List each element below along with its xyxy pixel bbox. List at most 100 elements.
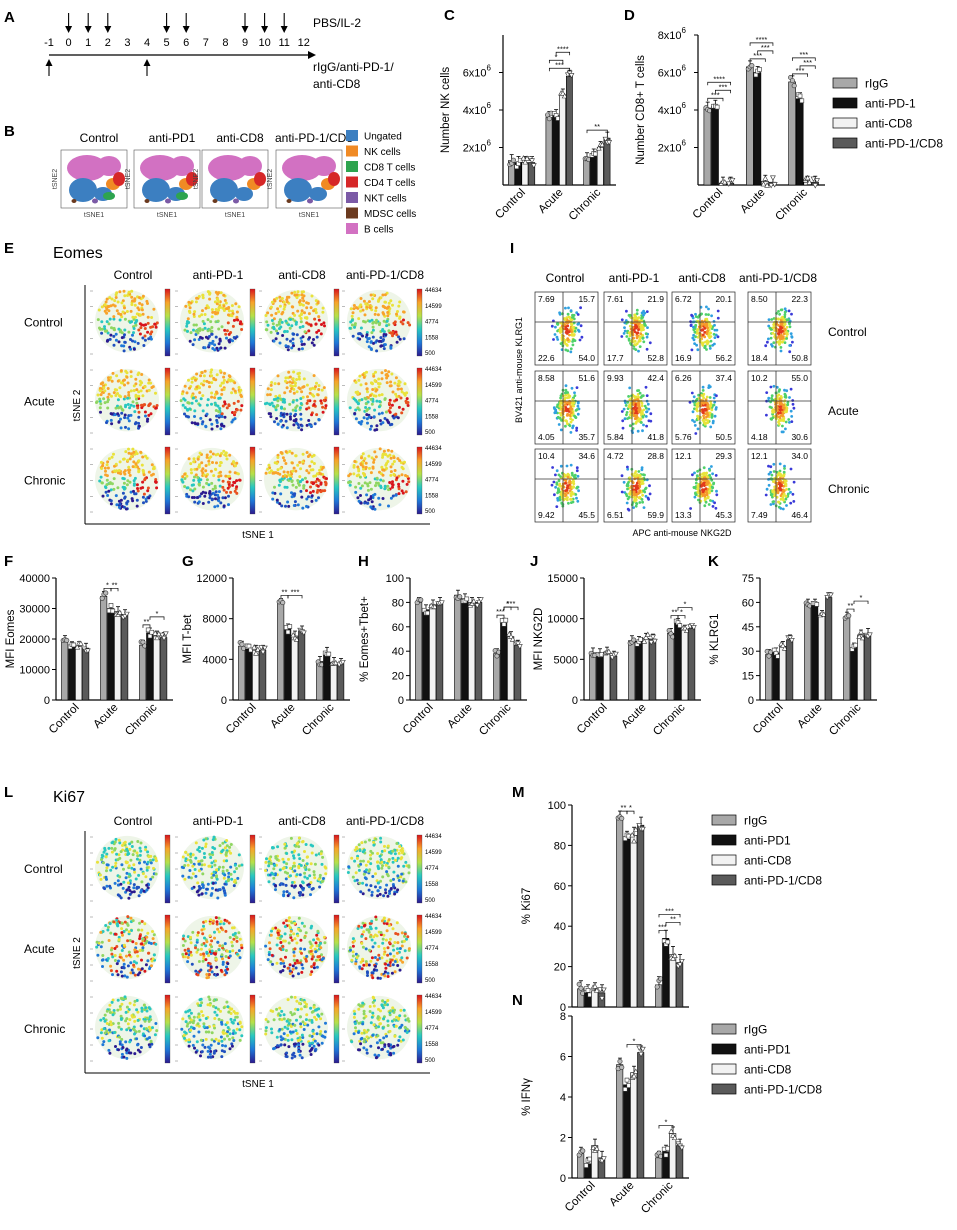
tsne-event-dot: [395, 395, 399, 399]
tsne-event-dot: [210, 851, 214, 854]
tsne-event-dot: [119, 850, 123, 854]
tsne-event-dot: [132, 868, 136, 871]
tsne-event-dot: [405, 391, 409, 395]
tsne-event-dot: [122, 349, 126, 353]
tsne-event-dot: [284, 955, 287, 959]
tsne-event-dot: [117, 1025, 121, 1029]
down-arrow-head-icon: [104, 26, 112, 33]
tsne-event-dot: [276, 404, 280, 408]
b-cell-cluster: [208, 155, 248, 181]
tsne-event-dot: [271, 872, 275, 876]
tsne-event-dot: [304, 931, 308, 935]
tsne-event-dot: [391, 944, 395, 948]
significance-stars: *: [860, 593, 863, 602]
tsne-event-dot: [284, 450, 288, 454]
tsne-event-dot: [368, 306, 372, 310]
tsne-event-dot: [389, 380, 393, 384]
tsne-event-dot: [293, 290, 297, 294]
tsne-event-dot: [103, 1013, 107, 1017]
tsne-event-dot: [301, 335, 305, 339]
tsne-event-dot: [139, 1046, 143, 1049]
tsne-event-dot: [109, 969, 113, 973]
chart-y-axis-label: MFI NKG2D: [533, 608, 545, 671]
tsne-event-dot: [320, 958, 324, 962]
bar-anti-pd-1: [146, 632, 154, 701]
tsne-event-dot: [210, 498, 214, 502]
tsne-event-dot: [110, 326, 113, 330]
tsne-event-dot: [315, 413, 319, 417]
tsne-event-dot: [129, 961, 133, 965]
cd4-t-cell-cluster: [254, 172, 266, 186]
tsne-event-dot: [138, 301, 142, 305]
tsne-event-dot: [118, 318, 122, 322]
tsne-event-dot: [197, 846, 201, 849]
tsne-event-dot: [119, 472, 123, 476]
tsne-event-dot: [230, 314, 234, 318]
timeline-day-label: 3: [124, 37, 130, 49]
tsne-event-dot: [314, 950, 318, 954]
tsne-event-dot: [293, 884, 297, 888]
tsne-event-dot: [370, 500, 374, 504]
tsne-event-dot: [390, 971, 394, 975]
tsne-event-dot: [149, 412, 153, 416]
tsne-event-dot: [223, 496, 227, 500]
tsne-event-dot: [370, 973, 374, 977]
chart-y-tick-label: 0: [221, 695, 227, 707]
tsne-event-dot: [284, 319, 288, 323]
tsne-event-dot: [126, 939, 130, 943]
tsne-event-dot: [147, 941, 151, 945]
tsne-event-dot: [147, 496, 151, 500]
tsne-event-dot: [201, 932, 205, 936]
tsne-event-dot: [225, 1021, 229, 1025]
tsne-event-dot: [114, 1045, 117, 1048]
tsne-event-dot: [183, 472, 187, 476]
tsne-event-dot: [193, 1046, 196, 1050]
tsne-event-dot: [105, 483, 109, 487]
tsne-event-dot: [391, 860, 395, 864]
tsne-event-dot: [322, 386, 326, 390]
tsne-event-dot: [383, 397, 387, 401]
tsne-event-dot: [366, 421, 369, 425]
tsne-event-dot: [126, 964, 130, 968]
tsne-event-dot: [204, 958, 208, 962]
tsne-event-dot: [216, 927, 220, 931]
tsne-event-dot: [141, 937, 145, 941]
tsne-event-dot: [202, 1022, 206, 1026]
tsne-event-dot: [376, 958, 380, 962]
tsne-event-dot: [193, 409, 197, 413]
tsne-event-dot: [110, 850, 114, 854]
tsne-event-dot: [215, 1013, 219, 1017]
tsne-event-dot: [299, 929, 303, 933]
tsne-event-dot: [137, 390, 141, 394]
tsne-event-dot: [361, 373, 365, 377]
tsne-event-dot: [385, 466, 388, 470]
tsne-event-dot: [220, 392, 224, 396]
tsne-event-dot: [400, 872, 404, 876]
tsne-event-dot: [205, 453, 209, 457]
tsne-axis-label-x: tSNE1: [84, 212, 104, 219]
tsne-event-dot: [107, 378, 111, 382]
data-point: [636, 823, 643, 829]
tsne-event-dot: [227, 403, 231, 407]
tsne-event-dot: [226, 962, 230, 966]
tsne-event-dot: [196, 422, 200, 426]
tsne-event-dot: [395, 312, 398, 316]
tsne-event-dot: [301, 395, 305, 399]
tsne-event-dot: [394, 493, 398, 497]
tsne-event-dot: [350, 318, 354, 322]
tsne-event-dot: [359, 960, 363, 964]
tsne-event-dot: [155, 486, 159, 490]
tsne-event-dot: [289, 874, 292, 878]
tsne-event-dot: [354, 871, 358, 875]
tsne-event-dot: [140, 1006, 144, 1010]
tsne-event-dot: [143, 334, 147, 338]
tsne-event-dot: [186, 956, 190, 959]
tsne-event-dot: [264, 471, 268, 475]
data-point: [605, 648, 612, 654]
tsne-event-dot: [363, 481, 367, 485]
tsne-event-dot: [228, 453, 232, 457]
tsne-event-dot: [143, 403, 147, 407]
bar-anti-pd-1: [552, 115, 560, 186]
tsne-event-dot: [194, 378, 197, 382]
tsne-event-dot: [142, 889, 146, 893]
